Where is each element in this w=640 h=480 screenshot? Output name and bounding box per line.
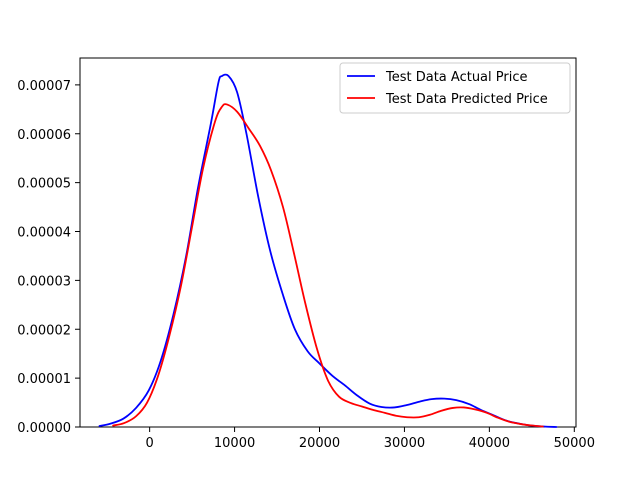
series-line-predicted-price	[112, 103, 544, 428]
y-tick-label: 0.00004	[17, 226, 71, 241]
y-tick-label: 0.00007	[17, 79, 71, 94]
y-tick-label: 0.00006	[17, 128, 71, 143]
plot-area	[79, 57, 577, 428]
x-tick-label: 0	[146, 436, 154, 451]
series-layer	[98, 73, 558, 428]
y-tick-label: 0.00000	[17, 421, 71, 436]
x-tick-label: 40000	[469, 436, 510, 451]
y-axis-ticks: 0.00000 0.00001 0.00002 0.00003 0.00004 0.000…	[17, 79, 80, 436]
y-tick-label: 0.00002	[17, 323, 71, 338]
legend-box	[339, 62, 571, 114]
x-tick-label: 30000	[384, 436, 425, 451]
x-axis-ticks: 0 10000 20000 30000 40000 50000	[146, 427, 595, 451]
x-tick-label: 10000	[214, 436, 255, 451]
axes-frame	[79, 57, 577, 428]
y-tick-label: 0.00001	[17, 372, 71, 387]
series-line-actual-price	[98, 73, 558, 428]
legend: Test Data Actual Price Test Data Predicte…	[339, 62, 571, 114]
y-tick-label: 0.00005	[17, 177, 71, 192]
legend-label: Test Data Actual Price	[385, 70, 527, 85]
x-tick-label: 50000	[554, 436, 595, 451]
legend-label: Test Data Predicted Price	[385, 92, 548, 107]
y-tick-label: 0.00003	[17, 274, 71, 289]
x-tick-label: 20000	[299, 436, 340, 451]
